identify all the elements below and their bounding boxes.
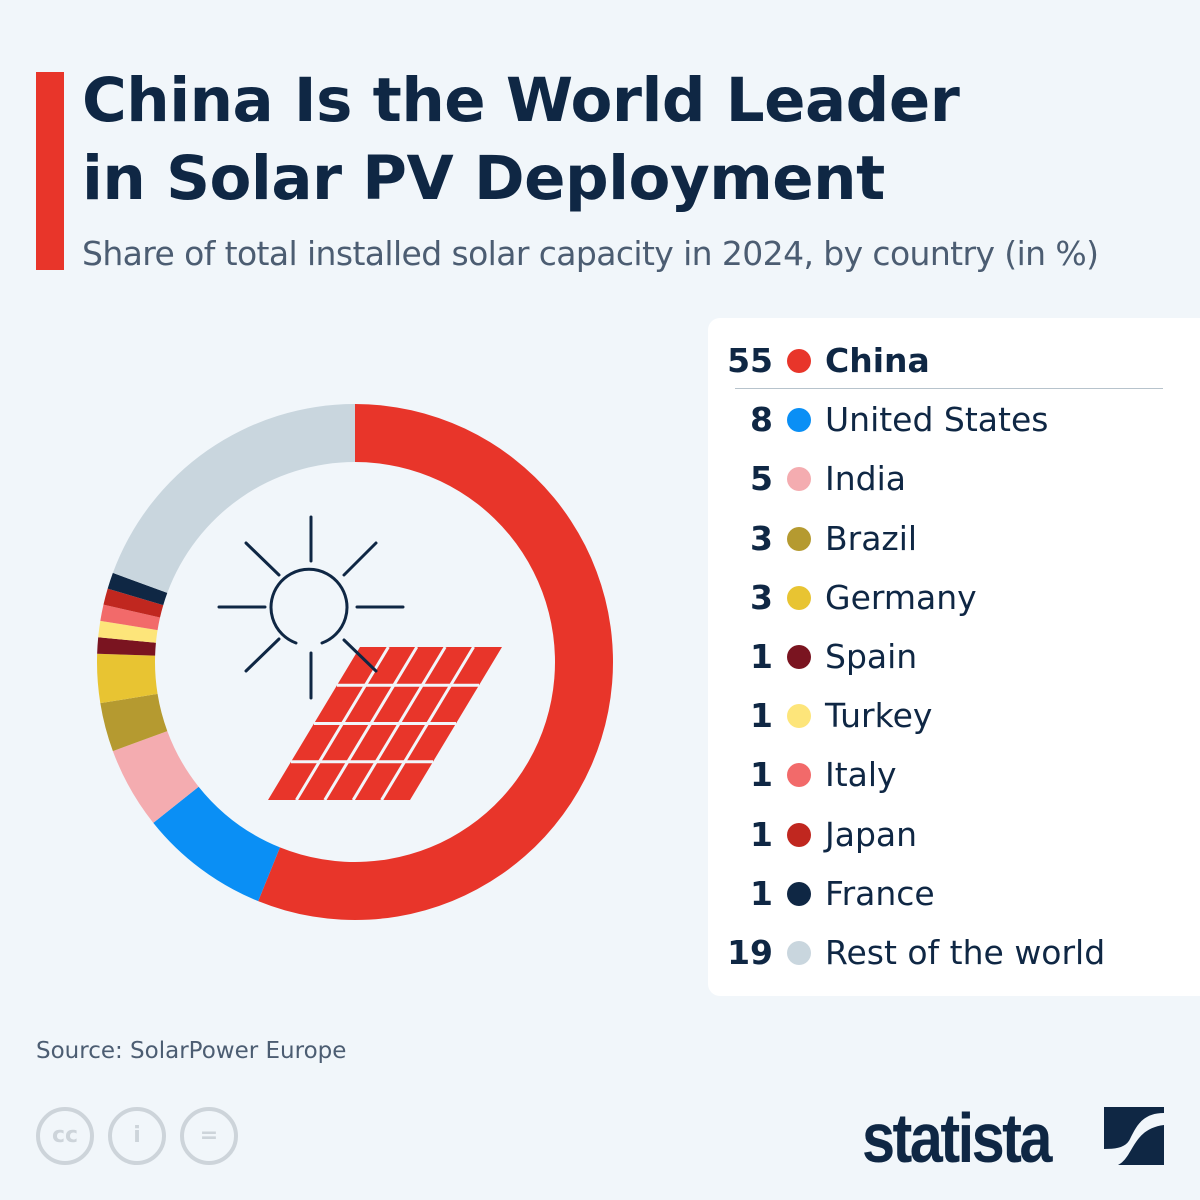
solar-panel-icon — [268, 638, 502, 801]
legend-value: 8 — [750, 400, 773, 440]
legend-item: 1 France — [708, 872, 1200, 916]
legend-dot-icon — [787, 585, 811, 610]
donut-slice-italy — [100, 604, 161, 631]
legend-label: China — [825, 341, 930, 380]
donut-slice-france — [107, 572, 168, 606]
legend-item: 1 Japan — [708, 813, 1200, 857]
legend-dot-icon — [787, 408, 811, 433]
legend-value: 5 — [750, 459, 773, 499]
legend-dot-icon — [787, 881, 811, 906]
legend-dot-icon — [787, 763, 811, 788]
statista-logo-icon — [1104, 1107, 1164, 1165]
donut-slice-china — [258, 404, 613, 920]
source-note: Source: SolarPower Europe — [36, 1038, 347, 1064]
legend-value: 3 — [750, 577, 773, 617]
legend: 55 China 8 United States 5 India 3 Brazil 3 Germa… — [708, 318, 1200, 996]
legend-value: 3 — [750, 518, 773, 558]
legend-item: 5 India — [708, 457, 1200, 501]
title-line-2: in Solar PV Deployment — [82, 143, 885, 214]
legend-item: 8 United States — [708, 398, 1200, 442]
legend-dot-icon — [787, 822, 811, 847]
legend-label: Brazil — [825, 518, 918, 558]
legend-item: 19 Rest of the world — [708, 931, 1200, 975]
legend-label: Rest of the world — [825, 933, 1106, 972]
legend-label: India — [825, 459, 906, 499]
title-line-1: China Is the World Leader — [82, 65, 960, 136]
donut-slice-rest-of-the-world — [112, 404, 355, 593]
legend-item: 1 Italy — [708, 753, 1200, 797]
legend-item: 3 Germany — [708, 576, 1200, 620]
legend-dot-icon — [787, 941, 811, 965]
cc-icon[interactable]: cc — [36, 1107, 94, 1165]
legend-label: Italy — [825, 755, 897, 795]
donut-slice-united-states — [153, 786, 280, 902]
legend-value: 19 — [727, 933, 773, 972]
legend-dot-icon — [787, 467, 811, 492]
legend-label: Germany — [825, 577, 977, 617]
donut-slice-brazil — [100, 693, 168, 752]
legend-item: 55 China — [708, 339, 1200, 383]
legend-value: 1 — [750, 696, 773, 736]
donut-slice-spain — [97, 637, 156, 656]
legend-label: Spain — [825, 637, 918, 676]
donut-slice-turkey — [98, 620, 158, 643]
page-title: China Is the World Leader in Solar PV Dep… — [82, 62, 960, 218]
legend-dot-icon — [787, 704, 811, 729]
donut-slice-japan — [103, 588, 164, 618]
legend-value: 1 — [750, 873, 773, 913]
legend-label: Turkey — [825, 696, 933, 736]
legend-item: 1 Turkey — [708, 694, 1200, 738]
legend-dot-icon — [787, 526, 811, 551]
donut-chart — [97, 404, 613, 920]
statista-logo[interactable]: statista — [862, 1099, 1052, 1177]
accent-bar — [36, 72, 64, 270]
legend-label: United States — [825, 400, 1049, 440]
legend-item: 3 Brazil — [708, 517, 1200, 561]
attribution-icon[interactable]: i — [108, 1107, 166, 1165]
legend-item: 1 Spain — [708, 635, 1200, 679]
legend-value: 1 — [750, 814, 773, 854]
legend-value: 55 — [727, 341, 773, 380]
no-derivatives-icon[interactable]: = — [180, 1107, 238, 1165]
subtitle: Share of total installed solar capacity … — [82, 234, 1099, 273]
legend-value: 1 — [750, 755, 773, 795]
donut-slice-india — [112, 731, 199, 823]
donut-slice-germany — [97, 653, 158, 704]
legend-label: France — [825, 873, 935, 913]
legend-value: 1 — [750, 637, 773, 676]
legend-dot-icon — [787, 349, 811, 373]
legend-label: Japan — [825, 814, 918, 854]
sun-icon — [217, 515, 405, 700]
legend-divider — [735, 388, 1163, 389]
legend-dot-icon — [787, 645, 811, 669]
